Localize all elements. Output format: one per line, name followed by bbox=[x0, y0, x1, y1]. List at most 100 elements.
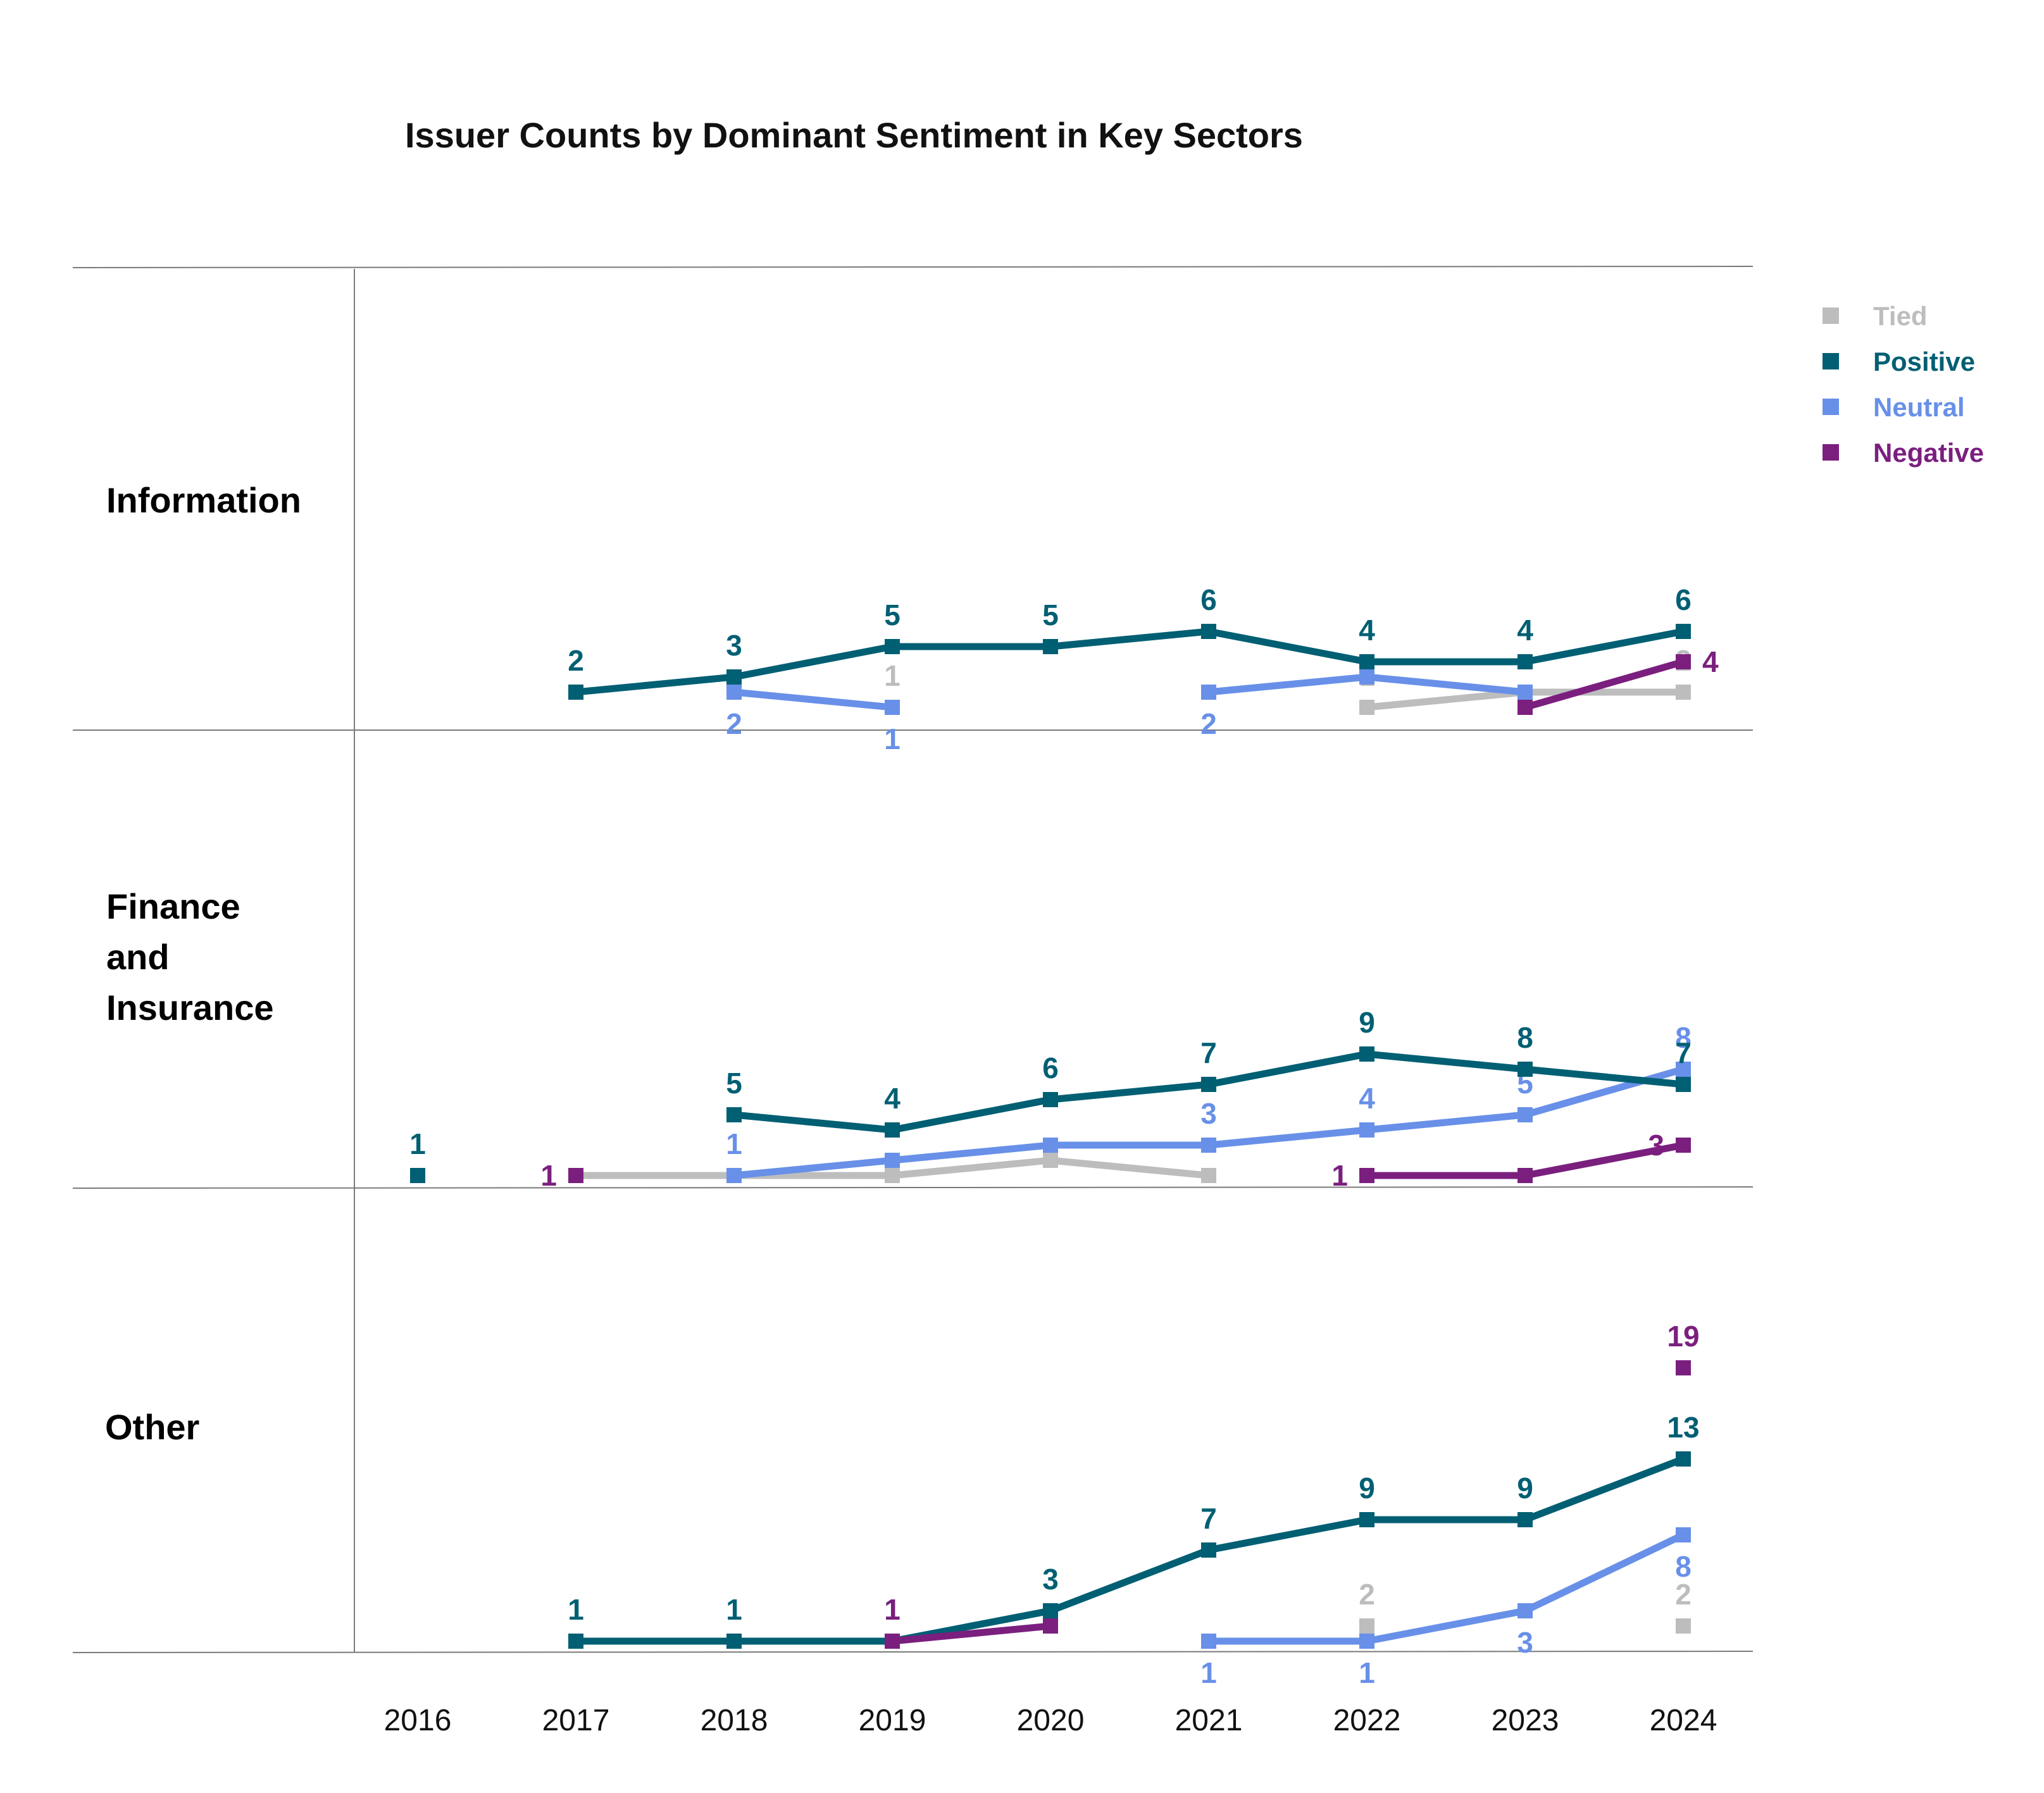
data-point bbox=[885, 700, 900, 715]
series-positive: 2 3 5 5 6 4 4 6 bbox=[568, 583, 1692, 700]
x-tick-label: 2016 bbox=[384, 1704, 452, 1737]
x-tick-label: 2022 bbox=[1333, 1704, 1401, 1737]
chart-title: Issuer Counts by Dominant Sentiment in K… bbox=[405, 115, 1303, 155]
data-label: 6 bbox=[1200, 583, 1217, 616]
data-point bbox=[1676, 624, 1691, 639]
data-label: 5 bbox=[1042, 599, 1059, 631]
data-label: 3 bbox=[1042, 1563, 1059, 1596]
x-tick-label: 2019 bbox=[859, 1704, 926, 1737]
series-line-segment bbox=[733, 643, 894, 681]
data-point bbox=[1043, 1092, 1058, 1107]
x-tick-label: 2024 bbox=[1650, 1704, 1717, 1737]
data-point bbox=[885, 1122, 900, 1138]
data-label: 5 bbox=[884, 599, 900, 631]
data-point bbox=[726, 685, 742, 700]
series-line-segment bbox=[733, 1157, 893, 1179]
series-negative: 4 bbox=[1517, 645, 1719, 715]
data-label: 1 bbox=[409, 1127, 426, 1160]
series-line-segment bbox=[1524, 628, 1685, 666]
panel-label-finance: Finance and Insurance bbox=[106, 886, 274, 1027]
data-label: 2 bbox=[726, 707, 742, 740]
x-tick-label: 2023 bbox=[1492, 1704, 1559, 1737]
series-line-segment bbox=[1208, 673, 1368, 696]
data-point bbox=[1043, 1138, 1058, 1153]
data-point bbox=[726, 669, 742, 685]
data-label: 1 bbox=[884, 659, 900, 692]
x-axis: 2016 2017 2018 2019 2020 2021 2022 2023 2024 bbox=[384, 1704, 1717, 1737]
series-negative: 1 1 3 bbox=[540, 1129, 1691, 1192]
data-label: 9 bbox=[1359, 1006, 1375, 1039]
series-line-segment bbox=[1208, 1126, 1368, 1149]
series-line-segment bbox=[892, 1622, 1051, 1645]
data-point bbox=[1676, 654, 1691, 669]
data-label: 19 bbox=[1667, 1320, 1699, 1353]
legend-swatch bbox=[1823, 307, 1839, 324]
series-line-segment bbox=[575, 673, 735, 696]
legend-item-neutral: Neutral bbox=[1823, 392, 1965, 422]
data-label: 1 bbox=[1331, 1159, 1348, 1192]
series-neutral: 1 1 3 8 bbox=[1200, 1527, 1692, 1689]
data-point bbox=[1676, 1138, 1691, 1153]
data-label: 2 bbox=[568, 644, 584, 677]
series-line-segment bbox=[1366, 688, 1526, 711]
data-point bbox=[726, 1168, 742, 1183]
series-line-segment bbox=[1050, 1157, 1209, 1179]
panel-label-finance-line: Finance bbox=[106, 886, 240, 926]
data-point bbox=[410, 1168, 425, 1183]
data-label: 6 bbox=[1675, 583, 1692, 616]
series-line-segment bbox=[1366, 1050, 1526, 1073]
data-label: 8 bbox=[1675, 1021, 1692, 1054]
data-point bbox=[1201, 685, 1216, 700]
data-point bbox=[885, 1153, 900, 1168]
data-point bbox=[1676, 1527, 1691, 1542]
data-point bbox=[885, 1634, 900, 1649]
data-label: 1 bbox=[726, 1593, 742, 1626]
data-point bbox=[1043, 1618, 1058, 1634]
top-rule bbox=[72, 266, 1754, 268]
data-point bbox=[726, 1634, 742, 1649]
series-line-segment bbox=[733, 688, 893, 711]
data-point bbox=[1676, 1360, 1691, 1375]
panel-label-finance-line: and bbox=[106, 937, 170, 977]
panel-information: 112212235564464 bbox=[568, 583, 1719, 755]
data-label: 1 bbox=[884, 723, 900, 755]
data-point bbox=[568, 1634, 583, 1649]
data-point bbox=[1517, 1062, 1533, 1077]
data-point bbox=[568, 1168, 583, 1183]
series-line-segment bbox=[1050, 1081, 1209, 1103]
data-label: 5 bbox=[726, 1067, 742, 1100]
data-label: 4 bbox=[884, 1082, 900, 1115]
series-line-segment bbox=[1524, 1065, 1684, 1088]
data-label: 4 bbox=[1359, 1082, 1375, 1115]
series-positive: 15 46 79 8 7 bbox=[409, 1006, 1692, 1183]
data-label: 2 bbox=[1359, 1578, 1375, 1611]
data-point bbox=[1201, 624, 1216, 639]
series-line-segment bbox=[1523, 1532, 1685, 1614]
data-label: 8 bbox=[1675, 1550, 1692, 1583]
series-line-segment bbox=[1050, 628, 1209, 650]
data-label: 3 bbox=[1517, 1626, 1533, 1659]
data-point bbox=[1201, 1634, 1216, 1649]
data-label: 8 bbox=[1517, 1021, 1533, 1054]
data-point bbox=[1359, 1618, 1374, 1634]
data-point bbox=[1517, 700, 1533, 715]
divider-finance-other bbox=[72, 1186, 1754, 1189]
panel-label-other: Other bbox=[105, 1407, 199, 1447]
data-point bbox=[568, 685, 583, 700]
data-label: 1 bbox=[884, 1593, 900, 1626]
data-point bbox=[885, 639, 900, 654]
data-label: 1 bbox=[540, 1159, 557, 1192]
data-point bbox=[1359, 654, 1374, 669]
data-point bbox=[1359, 1122, 1374, 1138]
series-line-segment bbox=[1207, 1516, 1368, 1554]
data-point bbox=[1359, 1168, 1374, 1183]
data-point bbox=[1201, 1138, 1216, 1153]
series-line-segment bbox=[1366, 1607, 1526, 1645]
data-point bbox=[1359, 1046, 1374, 1062]
legend-item-negative: Negative bbox=[1823, 438, 1984, 468]
series-line-segment bbox=[1524, 1065, 1685, 1119]
